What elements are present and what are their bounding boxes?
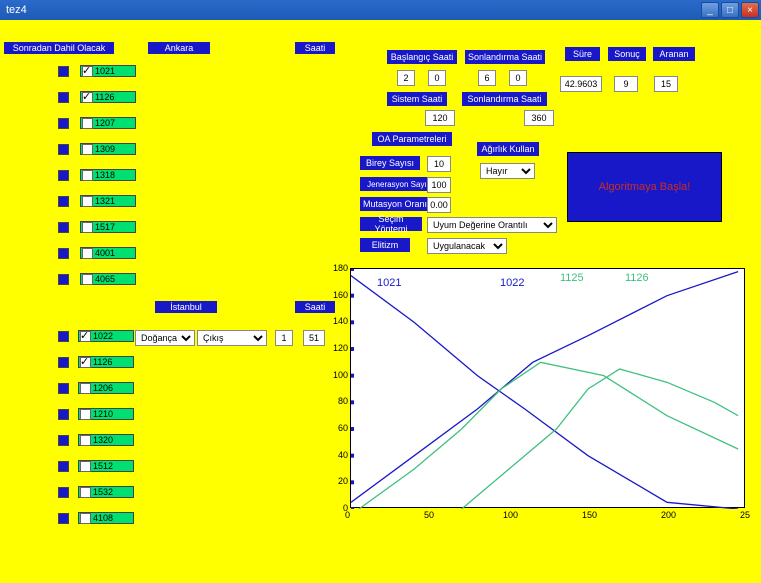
ytick: 40 [330,450,348,460]
txt-s-m[interactable]: 0 [509,70,527,86]
istanbul-sq[interactable] [58,409,69,420]
ytick: 140 [330,316,348,326]
ankara-check-inner[interactable] [82,222,93,233]
series-label: 1126 [625,272,649,284]
lbl-agirlik: Ağırlık Kullan [477,142,539,156]
ankara-sq[interactable] [58,66,69,77]
istanbul-sq[interactable] [58,461,69,472]
txt-s-h[interactable]: 6 [478,70,496,86]
ankara-check-inner[interactable] [82,118,93,129]
ankara-check-inner[interactable] [82,248,93,259]
ytick: 60 [330,423,348,433]
txt-jen[interactable]: 100 [427,177,451,193]
ankara-check-inner[interactable] [82,170,93,181]
chart-svg [351,269,746,509]
istanbul-check[interactable] [80,357,91,368]
ytick: 120 [330,343,348,353]
lbl-mut: Mutasyon Oranı [360,197,430,211]
txt-b-h[interactable]: 2 [397,70,415,86]
window-title: tez4 [2,4,699,16]
istanbul-sq[interactable] [58,513,69,524]
sel-secim[interactable]: Uyum Değerine Orantılı [427,217,557,233]
istanbul-sq[interactable] [58,487,69,498]
xtick: 200 [661,510,676,520]
ankara-check-inner[interactable] [82,196,93,207]
ytick: 180 [330,263,348,273]
istanbul-check[interactable] [80,487,91,498]
ankara-sq[interactable] [58,222,69,233]
istanbul-check[interactable] [80,435,91,446]
istanbul-check[interactable] [80,383,91,394]
txt-sure-v: 42.9603 [560,76,602,92]
ankara-sq[interactable] [58,274,69,285]
istanbul-sq[interactable] [58,331,69,342]
series-label: 1022 [500,277,524,289]
header-istanbul: İstanbul [155,301,217,313]
ankara-sq[interactable] [58,170,69,181]
xtick: 25 [740,510,750,520]
txt-sonuc-v: 9 [614,76,638,92]
select-station[interactable]: Doğançay [135,330,195,346]
sel-elit[interactable]: Uygulanacak [427,238,507,254]
lbl-ga-title: OA Parametreleri [372,132,452,146]
lbl-sonuc: Sonuç [608,47,646,61]
istanbul-check[interactable] [80,409,91,420]
lbl-sure: Süre [565,47,600,61]
lbl-sonlan2: Sonlandırma Saati [462,92,547,106]
ytick: 20 [330,476,348,486]
run-button[interactable]: Algoritmaya Başla! [567,152,722,222]
txt-sonlan-v[interactable]: 360 [524,110,554,126]
minimize-button[interactable]: _ [701,2,719,18]
header-saati1: Saati [295,42,335,54]
ytick: 80 [330,396,348,406]
istanbul-sq[interactable] [58,357,69,368]
istanbul-check[interactable] [80,461,91,472]
txt-aranan-v[interactable]: 15 [654,76,678,92]
lbl-aranan: Aranan [653,47,695,61]
close-button[interactable]: × [741,2,759,18]
txt-b-m[interactable]: 0 [428,70,446,86]
titlebar: tez4 _ □ × [0,0,761,20]
ankara-sq[interactable] [58,248,69,259]
lbl-elit: Elitizm [360,238,410,252]
lbl-birey: Birey Sayısı [360,156,420,170]
istanbul-check[interactable] [80,513,91,524]
istanbul-sq[interactable] [58,383,69,394]
xtick: 150 [582,510,597,520]
chart-area [350,268,745,508]
ankara-sq[interactable] [58,92,69,103]
lbl-sistem: Sistem Saati [387,92,447,106]
lbl-secim: Seçim Yöntemi [360,217,422,231]
ankara-sq[interactable] [58,196,69,207]
lbl-baslangic: Başlangıç Saati [387,50,457,64]
ankara-sq[interactable] [58,144,69,155]
maximize-button[interactable]: □ [721,2,739,18]
xtick: 50 [424,510,434,520]
ytick: 160 [330,290,348,300]
ankara-sq[interactable] [58,118,69,129]
lbl-sonlandirma: Sonlandırma Saati [465,50,545,64]
xtick: 100 [503,510,518,520]
header-sonradan: Sonradan Dahil Olacak [4,42,114,54]
sel-agirlik[interactable]: Hayır [480,163,535,179]
txt-birey[interactable]: 10 [427,156,451,172]
ankara-check-inner[interactable] [82,66,93,77]
app-body: Sonradan Dahil Olacak Ankara Saati 1021 … [0,20,761,583]
txt-sistem-v[interactable]: 120 [425,110,455,126]
xtick: 0 [345,510,350,520]
istanbul-v2[interactable]: 51 [303,330,325,346]
select-direction[interactable]: Çıkış [197,330,267,346]
header-ankara: Ankara [148,42,210,54]
series-label: 1125 [560,272,584,284]
istanbul-sq[interactable] [58,435,69,446]
txt-mut[interactable]: 0.00 [427,197,451,213]
ankara-check-inner[interactable] [82,92,93,103]
istanbul-v1[interactable]: 1 [275,330,293,346]
ankara-check-inner[interactable] [82,274,93,285]
header-saati2: Saati [295,301,335,313]
istanbul-check[interactable] [80,331,91,342]
ytick: 100 [330,370,348,380]
series-label: 1021 [377,277,401,289]
ankara-check-inner[interactable] [82,144,93,155]
